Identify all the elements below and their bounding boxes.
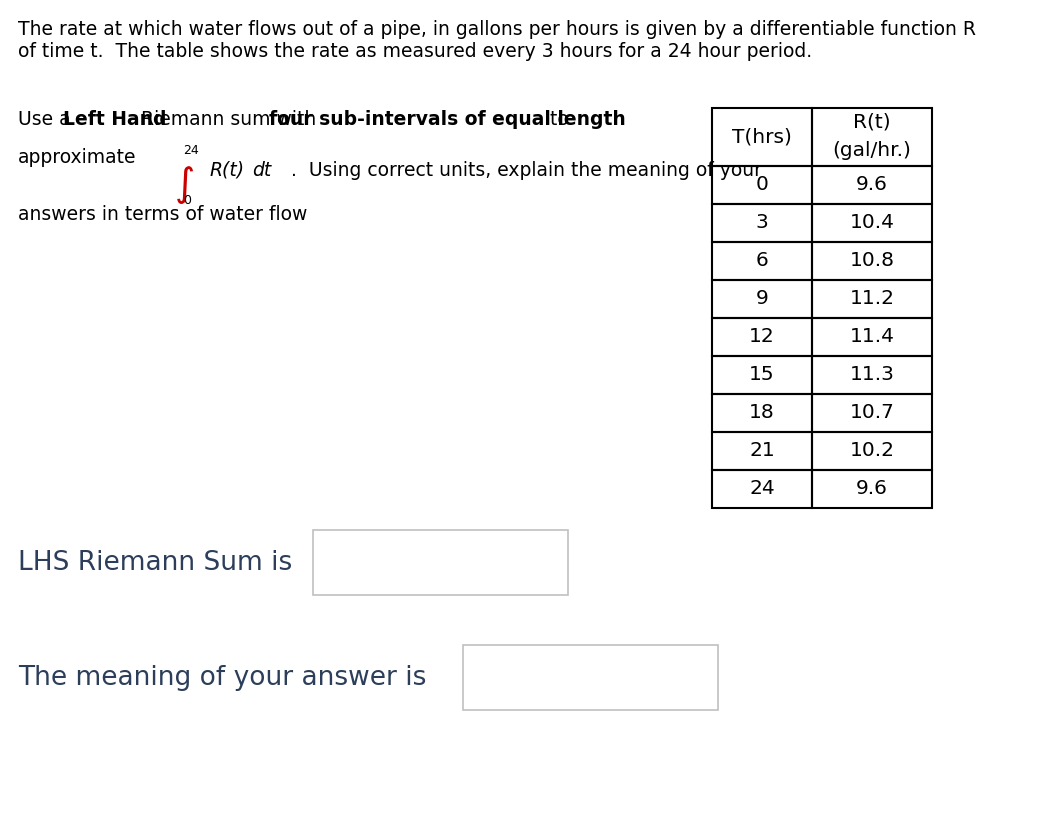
Text: 11.4: 11.4 bbox=[849, 328, 895, 346]
Bar bbox=[712, 432, 812, 470]
Bar bbox=[712, 204, 812, 242]
Text: ∫: ∫ bbox=[174, 166, 196, 204]
Text: 18: 18 bbox=[749, 404, 775, 423]
Bar bbox=[812, 108, 932, 166]
Bar bbox=[712, 166, 812, 204]
Text: dt: dt bbox=[252, 161, 271, 180]
Text: 24: 24 bbox=[749, 479, 775, 498]
Bar bbox=[712, 108, 812, 166]
Text: 0: 0 bbox=[183, 194, 192, 207]
Bar bbox=[463, 645, 718, 710]
Text: 10.2: 10.2 bbox=[849, 442, 895, 460]
Bar bbox=[712, 242, 812, 280]
Text: 10.8: 10.8 bbox=[849, 251, 895, 270]
Bar bbox=[313, 530, 568, 595]
Bar bbox=[812, 394, 932, 432]
Bar bbox=[812, 318, 932, 356]
Text: R(t): R(t) bbox=[853, 112, 891, 131]
Text: 10.4: 10.4 bbox=[849, 214, 895, 232]
Text: 3: 3 bbox=[755, 214, 768, 232]
Bar bbox=[812, 432, 932, 470]
Bar bbox=[712, 394, 812, 432]
Text: 11.2: 11.2 bbox=[849, 290, 895, 309]
Text: 0: 0 bbox=[755, 176, 768, 195]
Bar bbox=[712, 356, 812, 394]
Bar bbox=[712, 280, 812, 318]
Text: approximate: approximate bbox=[18, 148, 136, 167]
Text: 9.6: 9.6 bbox=[857, 479, 888, 498]
Text: of time t.  The table shows the rate as measured every 3 hours for a 24 hour per: of time t. The table shows the rate as m… bbox=[18, 42, 812, 61]
Text: (gal/hr.): (gal/hr.) bbox=[832, 141, 912, 160]
Text: Use a: Use a bbox=[18, 110, 77, 129]
Text: Left Hand: Left Hand bbox=[63, 110, 166, 129]
Text: 9: 9 bbox=[755, 290, 768, 309]
Text: 15: 15 bbox=[749, 365, 775, 384]
Bar bbox=[812, 280, 932, 318]
Text: The rate at which water flows out of a pipe, in gallons per hours is given by a : The rate at which water flows out of a p… bbox=[18, 20, 976, 39]
Text: R(t): R(t) bbox=[210, 161, 245, 180]
Text: LHS Riemann Sum is: LHS Riemann Sum is bbox=[18, 550, 293, 576]
Text: 11.3: 11.3 bbox=[849, 365, 895, 384]
Bar bbox=[712, 470, 812, 508]
Text: 6: 6 bbox=[755, 251, 768, 270]
Text: 21: 21 bbox=[749, 442, 775, 460]
Text: to: to bbox=[545, 110, 569, 129]
Text: 12: 12 bbox=[749, 328, 775, 346]
Bar bbox=[812, 470, 932, 508]
Text: 10.7: 10.7 bbox=[849, 404, 895, 423]
Bar bbox=[812, 166, 932, 204]
Text: 9.6: 9.6 bbox=[857, 176, 888, 195]
Text: T(hrs): T(hrs) bbox=[732, 127, 792, 146]
Bar bbox=[812, 242, 932, 280]
Text: four sub-intervals of equal length: four sub-intervals of equal length bbox=[269, 110, 626, 129]
Text: .  Using correct units, explain the meaning of your: . Using correct units, explain the meani… bbox=[285, 161, 762, 180]
Text: 24: 24 bbox=[183, 144, 199, 157]
Text: The meaning of your answer is: The meaning of your answer is bbox=[18, 665, 427, 691]
Bar bbox=[812, 204, 932, 242]
Bar bbox=[812, 356, 932, 394]
Text: Riemann sum with: Riemann sum with bbox=[135, 110, 322, 129]
Bar bbox=[712, 318, 812, 356]
Text: answers in terms of water flow: answers in terms of water flow bbox=[18, 205, 307, 224]
